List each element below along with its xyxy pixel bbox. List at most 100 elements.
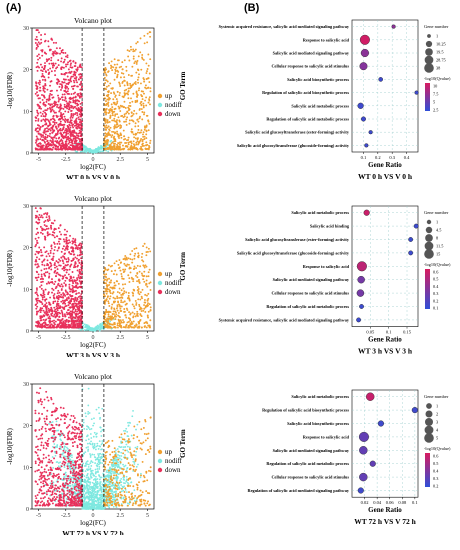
up-point xyxy=(142,260,145,263)
up-point xyxy=(143,78,146,81)
down-point xyxy=(54,320,57,323)
up-point xyxy=(145,279,148,282)
down-point xyxy=(52,324,55,327)
up-point xyxy=(117,145,120,148)
down-point xyxy=(74,239,77,242)
up-point xyxy=(127,296,130,299)
down-point xyxy=(42,318,45,321)
up-point xyxy=(139,265,142,268)
up-point xyxy=(129,312,132,315)
up-point xyxy=(141,148,144,151)
up-point xyxy=(119,319,122,322)
up-point xyxy=(123,94,126,97)
up-point xyxy=(147,129,150,132)
down-point xyxy=(73,124,76,127)
nodiff-point xyxy=(96,487,99,490)
down-point xyxy=(64,84,67,87)
up-point xyxy=(125,65,128,68)
up-point xyxy=(132,288,135,291)
down-point xyxy=(61,135,64,138)
nodiff-point xyxy=(61,453,64,456)
x-tick-label: 2.5 xyxy=(116,335,124,341)
down-point xyxy=(38,57,41,59)
up-point xyxy=(114,297,117,300)
down-point xyxy=(73,264,76,267)
down-point xyxy=(40,33,43,36)
down-point xyxy=(66,102,69,105)
nodiff-point xyxy=(107,480,110,483)
nodiff-point xyxy=(125,443,128,446)
down-point xyxy=(55,235,58,238)
nodiff-point xyxy=(131,415,134,418)
down-point xyxy=(53,306,56,309)
up-point xyxy=(132,294,135,297)
down-point xyxy=(72,276,75,279)
up-point xyxy=(125,118,128,121)
down-point xyxy=(76,68,79,71)
x-tick-label: 0 xyxy=(92,335,95,341)
nodiff-point xyxy=(87,488,90,491)
down-point xyxy=(65,271,68,274)
down-point xyxy=(58,85,61,88)
up-point xyxy=(116,291,119,293)
up-point xyxy=(135,95,138,98)
down-point xyxy=(69,277,72,280)
up-point xyxy=(105,113,107,116)
up-point xyxy=(108,128,111,131)
down-point xyxy=(68,268,71,271)
nodiff-point xyxy=(87,438,90,441)
x-tick-label: -2.5 xyxy=(61,335,71,341)
up-point xyxy=(121,61,124,64)
up-point xyxy=(112,91,115,94)
down-point xyxy=(34,207,37,210)
up-point xyxy=(106,278,109,281)
down-point xyxy=(53,236,56,239)
up-point xyxy=(147,292,150,295)
down-point xyxy=(64,142,67,145)
down-point xyxy=(75,117,78,120)
down-point xyxy=(35,313,38,316)
down-point xyxy=(51,291,53,294)
down-point xyxy=(80,130,83,133)
down-point xyxy=(38,218,41,221)
nodiff-point xyxy=(86,147,89,150)
down-point xyxy=(61,299,64,302)
nodiff-point xyxy=(99,445,102,448)
down-point xyxy=(55,310,58,313)
down-point xyxy=(38,97,41,100)
down-point xyxy=(58,279,61,282)
down-point xyxy=(52,50,55,53)
down-point xyxy=(71,144,74,147)
down-point xyxy=(46,118,49,121)
down-point xyxy=(42,115,45,118)
up-point xyxy=(136,289,139,292)
up-point xyxy=(137,291,140,294)
down-point xyxy=(62,66,65,69)
nodiff-point xyxy=(92,446,94,448)
down-point xyxy=(62,255,65,258)
up-point xyxy=(111,264,113,267)
nodiff-point xyxy=(54,454,57,457)
down-point xyxy=(49,296,52,299)
down-point xyxy=(64,279,67,282)
up-point xyxy=(104,318,106,321)
up-point xyxy=(104,79,107,82)
up-point xyxy=(106,119,109,122)
down-point xyxy=(53,111,56,114)
up-point xyxy=(113,281,116,284)
up-point xyxy=(148,99,151,102)
down-point xyxy=(72,99,75,102)
up-point xyxy=(140,93,143,96)
up-point xyxy=(132,320,135,323)
down-point xyxy=(36,221,39,224)
down-point xyxy=(63,115,66,118)
up-point xyxy=(116,126,119,129)
nodiff-point xyxy=(70,476,73,479)
up-point xyxy=(145,251,148,253)
down-point xyxy=(52,231,54,234)
down-point xyxy=(66,297,68,300)
up-point xyxy=(127,317,130,320)
up-point xyxy=(105,107,108,110)
up-point xyxy=(141,118,144,121)
up-point xyxy=(109,107,112,110)
